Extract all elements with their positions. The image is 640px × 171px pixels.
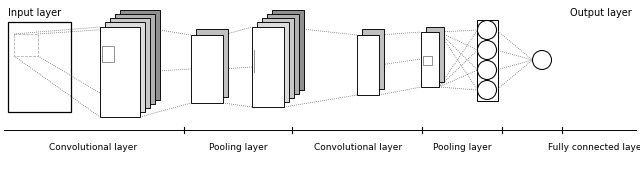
Bar (421, 32, 439, 87)
Bar (14, 34, 38, 56)
Circle shape (477, 21, 497, 40)
Bar (110, 18, 150, 108)
Bar (262, 18, 294, 98)
Text: Pooling layer: Pooling layer (209, 143, 268, 153)
Bar (426, 27, 444, 82)
Bar (115, 14, 155, 104)
Bar (423, 56, 432, 65)
Bar (272, 10, 304, 90)
Bar (120, 10, 160, 100)
Text: Pooling layer: Pooling layer (433, 143, 492, 153)
Text: Convolutional layer: Convolutional layer (314, 143, 402, 153)
Bar (267, 14, 299, 94)
Bar (196, 29, 228, 97)
Bar (362, 29, 384, 89)
Bar (357, 35, 379, 95)
Text: Output layer: Output layer (570, 8, 632, 18)
Bar (8, 22, 71, 112)
Bar (102, 46, 114, 62)
Circle shape (477, 41, 497, 60)
Bar (252, 27, 284, 107)
Bar (191, 35, 223, 103)
Bar (477, 19, 497, 101)
Bar (105, 22, 145, 112)
Bar (100, 27, 140, 117)
Text: Fully connected layer: Fully connected layer (548, 143, 640, 153)
Circle shape (477, 81, 497, 100)
Text: Convolutional layer: Convolutional layer (49, 143, 137, 153)
Text: Input layer: Input layer (8, 8, 61, 18)
Circle shape (532, 50, 552, 69)
Circle shape (477, 61, 497, 80)
Bar (257, 22, 289, 102)
